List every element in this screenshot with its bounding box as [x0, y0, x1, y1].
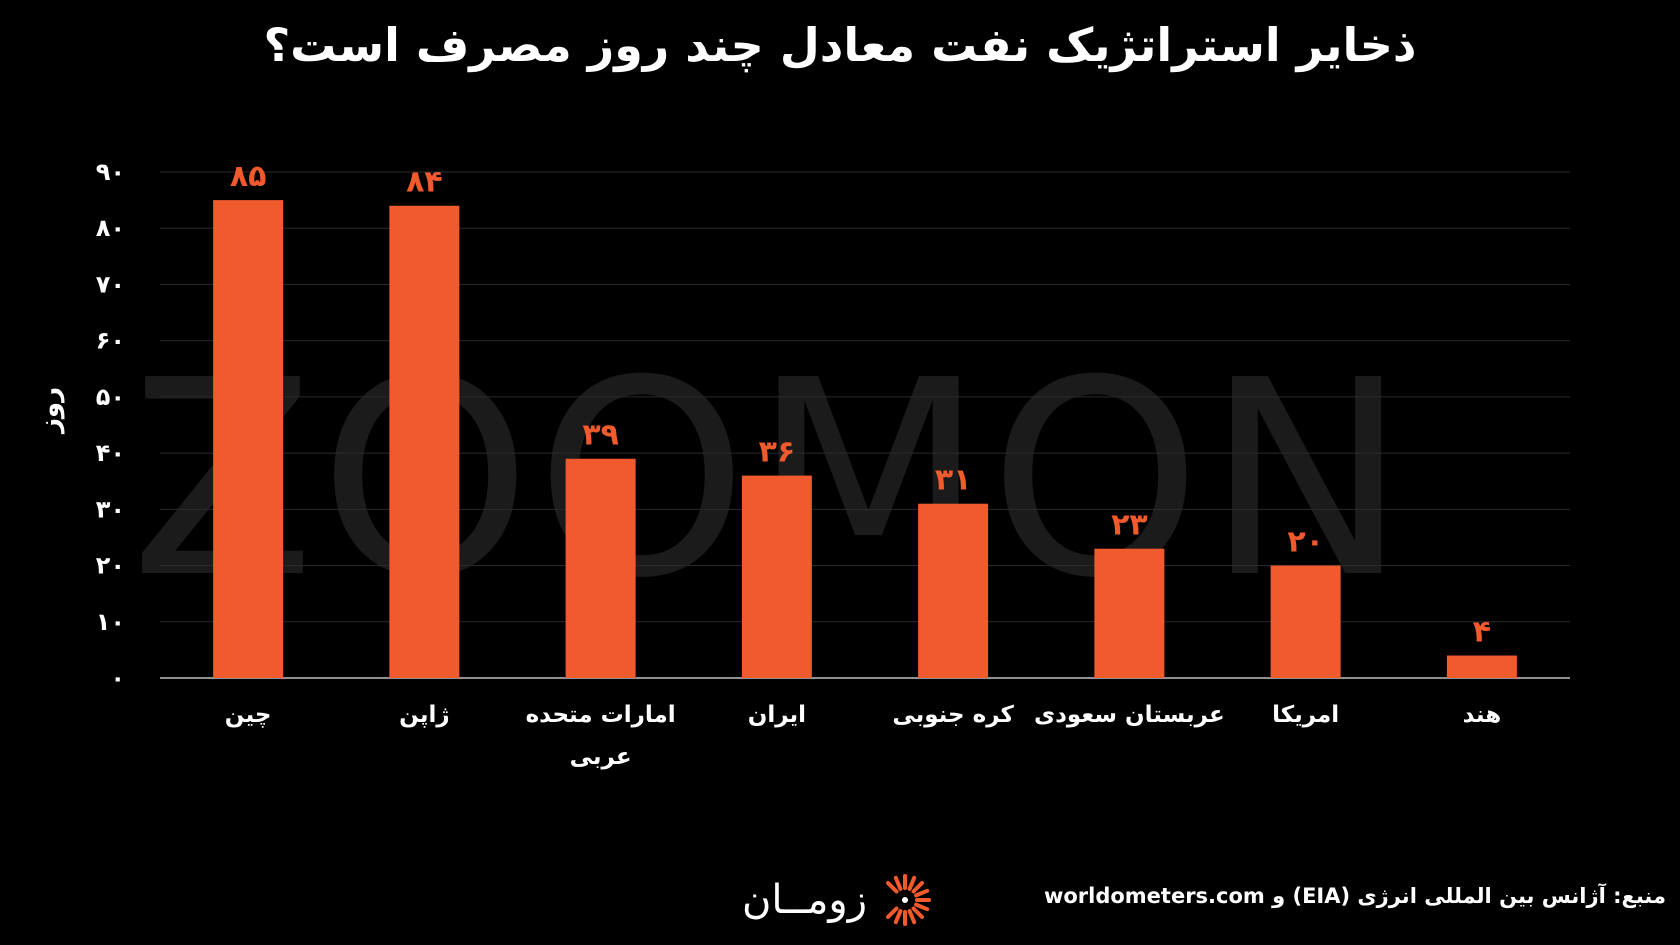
y-tick-label: ۲۰	[96, 552, 125, 580]
bar-value-label: ۸۵	[230, 159, 267, 194]
logo-ray	[886, 881, 899, 894]
bar-value-label: ۲۳	[1111, 508, 1148, 543]
brand-logo: زومــان	[742, 872, 933, 928]
y-tick-label: ۵۰	[96, 383, 125, 411]
x-category-label: هند	[1463, 702, 1502, 728]
y-tick-label: ۱۰	[96, 608, 125, 636]
logo-text: زومــان	[742, 877, 868, 923]
bar-value-label: ۲۰	[1287, 525, 1324, 560]
y-tick-label: ۸۰	[96, 214, 125, 242]
logo-ray	[893, 909, 903, 925]
x-category-label: ژاپن	[399, 702, 449, 728]
bar-value-label: ۳۹	[582, 418, 619, 453]
y-tick-label: ۴۰	[96, 439, 125, 467]
y-tick-label: ۰	[110, 664, 125, 692]
logo-ray	[914, 902, 930, 912]
logo-ray	[914, 888, 930, 898]
y-tick-label: ۹۰	[96, 158, 125, 186]
bar	[1270, 565, 1341, 678]
y-tick-label: ۷۰	[96, 270, 125, 298]
logo-ray	[911, 906, 925, 919]
y-axis-label: روز	[35, 387, 65, 435]
x-category-label: کره جنوبی	[892, 702, 1014, 728]
logo-ray	[907, 875, 917, 891]
bar	[1094, 548, 1165, 678]
x-category-label: عربی	[570, 744, 632, 770]
bar-value-label: ۴	[1473, 615, 1491, 650]
bar-chart: ۰ ۱۰ ۲۰ ۳۰ ۴۰ ۵۰ ۶۰ ۷۰ ۸۰ ۹۰ روز ۸۵ چین ۸۴ ژاپن ۳۹ امارا…	[35, 158, 1570, 770]
bar	[918, 503, 989, 678]
sunburst-logo-icon	[886, 874, 932, 926]
bar-value-label: ۳۱	[935, 463, 972, 498]
bar	[1446, 655, 1517, 678]
x-category-label: عربستان سعودی	[1034, 702, 1225, 728]
bar	[389, 205, 460, 678]
y-tick-label: ۶۰	[96, 327, 125, 355]
bar-value-label: ۸۴	[406, 165, 443, 200]
x-category-label: امارات متحده	[526, 702, 676, 728]
bar	[213, 200, 284, 678]
chart-title: ذخایر استراتژیک نفت معادل چند روز مصرف ا…	[263, 18, 1417, 72]
logo-ray	[907, 909, 917, 925]
bar-value-label: ۳۶	[759, 435, 796, 470]
y-tick-label: ۳۰	[96, 495, 125, 523]
x-category-label: ایران	[748, 702, 806, 728]
source-note: منبع: آژانس بین المللی انرژی (EIA) و wor…	[1043, 884, 1666, 908]
x-category-label: چین	[225, 702, 272, 728]
bar	[565, 458, 636, 678]
logo-ray	[893, 875, 903, 891]
bar	[741, 475, 812, 678]
logo-ray	[886, 906, 899, 919]
x-category-label: امریکا	[1272, 702, 1339, 728]
logo-ray	[911, 881, 925, 894]
